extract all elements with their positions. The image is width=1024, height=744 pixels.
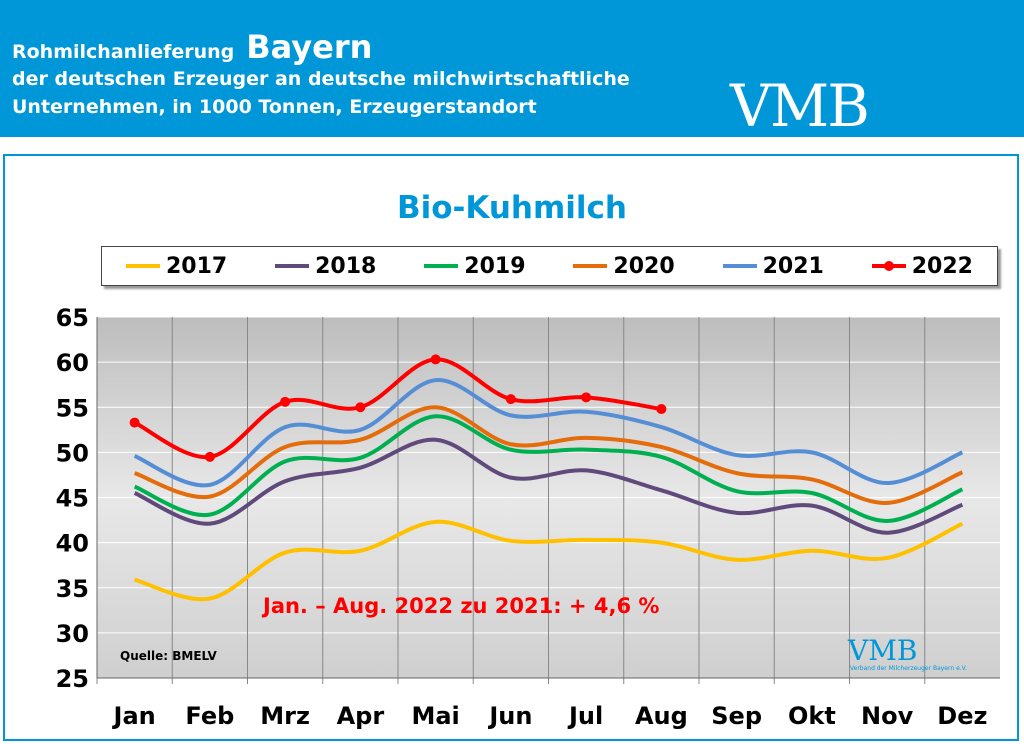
x-tick-label: Jul [567, 702, 603, 730]
header-line1: Rohmilchanlieferung Bayern [12, 28, 373, 66]
chart-frame [3, 154, 1019, 741]
legend-swatch [125, 264, 160, 268]
y-tick-label: 30 [56, 620, 89, 648]
data-point-2022 [204, 451, 215, 462]
x-tick-label: Nov [861, 702, 914, 730]
x-tick-label: Apr [337, 702, 385, 730]
y-tick-label: 65 [56, 304, 89, 332]
series-line-2021 [133, 378, 964, 488]
legend-item-2020: 2020 [573, 253, 675, 279]
legend-swatch [722, 264, 757, 268]
y-tick-label: 50 [56, 439, 89, 467]
series-line-2022 [133, 357, 662, 459]
x-tick-label: Jun [487, 702, 532, 730]
series-line-2020 [133, 405, 964, 505]
x-tick-label: Jan [112, 702, 156, 730]
series-line-2018 [133, 437, 964, 535]
series-line-2019 [133, 414, 964, 523]
y-tick-label: 60 [56, 349, 89, 377]
watermark-logo: VMB [847, 634, 917, 667]
legend-item-2021: 2021 [722, 253, 824, 279]
legend-label: 2020 [613, 253, 675, 279]
legend-swatch [573, 264, 608, 268]
legend-item-2017: 2017 [125, 253, 228, 279]
legend-label: 2017 [165, 253, 228, 279]
region: Bayern [246, 28, 373, 66]
x-tick-label: Feb [185, 702, 234, 730]
series-line-2017 [134, 519, 964, 602]
legend-item-2022: 2022 [871, 253, 973, 279]
legend-item-2018: 2018 [275, 254, 376, 279]
x-tick-label: Sep [711, 702, 762, 730]
legend-label: 2021 [762, 253, 824, 279]
watermark-subtitle: Verband der Milcherzeuger Bayern e.V. [850, 665, 967, 672]
x-tick-label: Dez [937, 702, 987, 730]
data-point-2022 [129, 417, 140, 428]
annotation: Jan. – Aug. 2022 zu 2021: + 4,6 % [261, 594, 659, 618]
y-tick-label: 25 [56, 665, 89, 693]
legend-swatch [275, 264, 310, 268]
data-point-2022 [505, 394, 516, 405]
source-label: Quelle: BMELV [120, 649, 218, 663]
data-point-2022 [430, 354, 441, 365]
data-point-2022 [581, 392, 592, 403]
y-tick-label: 40 [56, 530, 89, 558]
legend-item-2019: 2019 [424, 253, 526, 279]
y-tick-label: 35 [56, 575, 89, 603]
header-line3: Unternehmen, in 1000 Tonnen, Erzeugersta… [12, 96, 537, 118]
x-tick-label: Aug [635, 702, 688, 730]
x-tick-label: Mrz [260, 702, 310, 730]
chart-title: Bio-Kuhmilch [396, 190, 628, 226]
x-tick-label: Mai [411, 702, 459, 730]
x-tick-label: Okt [788, 702, 836, 730]
data-point-2022 [656, 404, 667, 415]
legend-marker [883, 261, 894, 271]
header: Rohmilchanlieferung Bayern der deutschen … [0, 0, 1024, 140]
y-tick-label: 55 [56, 394, 89, 422]
legend-label: 2019 [464, 253, 526, 279]
header-line2: der deutschen Erzeuger an deutsche milch… [12, 68, 630, 90]
legend: 2017 2018 2019 2020 2021 2022 [101, 246, 998, 286]
y-tick-label: 45 [56, 485, 89, 513]
data-point-2022 [280, 396, 291, 407]
legend-label: 2022 [911, 253, 973, 279]
data-point-2022 [355, 402, 366, 413]
vmb-logo: VMB [730, 72, 870, 140]
legend-label: 2018 [315, 253, 377, 279]
legend-swatch [871, 261, 906, 271]
legend-swatch [424, 264, 459, 268]
